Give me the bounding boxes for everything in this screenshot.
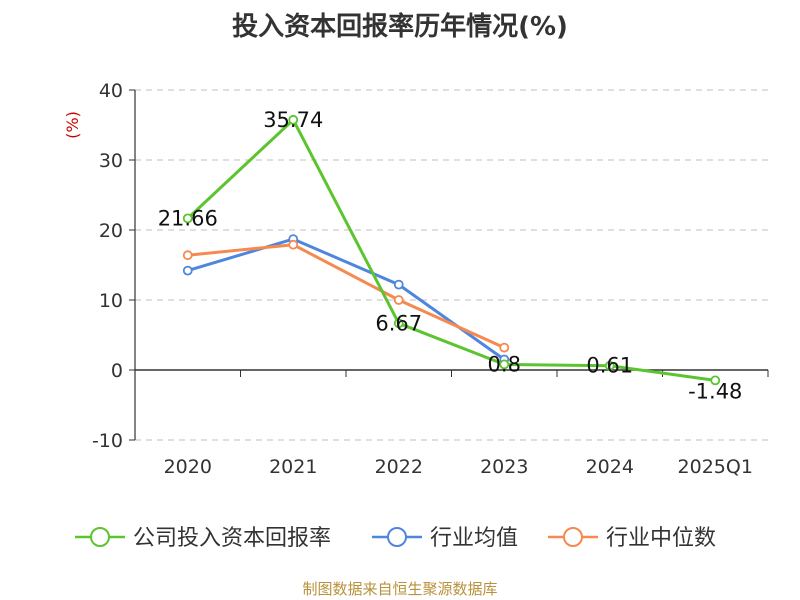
legend-marker (563, 527, 583, 547)
data-label: 35.74 (263, 108, 323, 132)
x-tick-label: 2022 (375, 456, 423, 478)
data-label: 0.61 (586, 354, 633, 378)
legend-label: 公司投入资本回报率 (133, 526, 331, 551)
data-point (182, 213, 193, 224)
grid-lines (135, 89, 768, 441)
data-point (393, 279, 404, 290)
y-tick-label: 40 (99, 80, 123, 102)
x-tick-label: 2021 (269, 456, 317, 478)
y-tick-label: 20 (99, 220, 123, 242)
data-point (393, 318, 404, 329)
legend-item: 行业中位数 (548, 526, 716, 551)
data-labels: 21.66 35.74 6.67 0.8 0.61 -1.48 (158, 108, 743, 404)
legend: 公司投入资本回报率 行业均值 行业中位数 (75, 526, 716, 551)
data-label: 6.67 (375, 311, 422, 335)
x-tick-label: 2020 (164, 456, 212, 478)
data-point (710, 375, 721, 386)
legend-label: 行业中位数 (606, 526, 716, 551)
x-tick-label: 2024 (586, 456, 634, 478)
source-note: 制图数据来自恒生聚源数据库 (302, 580, 498, 598)
series-line (187, 237, 506, 361)
chart-title: 投入资本回报率历年情况(%) (232, 12, 568, 42)
axes: 40 30 20 10 0 -10 2020 2021 2022 2023 2024 2025Q1 (92, 80, 769, 478)
y-tick-label: 30 (99, 150, 123, 172)
legend-marker (387, 527, 407, 547)
legend-marker (90, 527, 110, 547)
data-point (182, 250, 193, 261)
data-label: 0.8 (488, 352, 521, 376)
data-point (604, 360, 615, 371)
data-point (288, 239, 299, 250)
x-tick-label: 2025Q1 (678, 456, 753, 478)
data-point (393, 295, 404, 305)
data-point (288, 114, 299, 125)
data-label: -1.48 (688, 379, 742, 403)
legend-label: 行业均值 (430, 526, 518, 551)
data-label: 21.66 (158, 206, 218, 230)
data-point (182, 265, 193, 276)
series-lines (182, 114, 721, 386)
y-tick-label: 10 (99, 290, 123, 312)
data-point (499, 342, 510, 353)
data-point (499, 359, 510, 370)
y-tick-label: 0 (111, 360, 123, 382)
x-tick-label: 2023 (480, 456, 528, 478)
y-axis-label: (%) (63, 111, 82, 139)
series-line (186, 118, 716, 382)
legend-item: 公司投入资本回报率 (75, 526, 331, 551)
series-line (187, 243, 505, 349)
legend-item: 行业均值 (372, 526, 518, 551)
y-tick-label: -10 (92, 430, 123, 452)
